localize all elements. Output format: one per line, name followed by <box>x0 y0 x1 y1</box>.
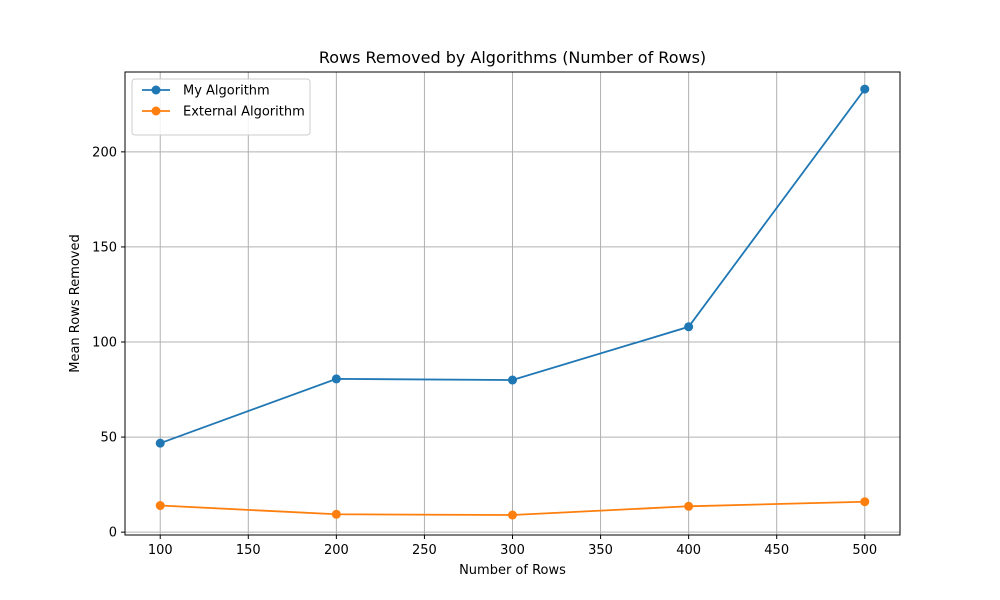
x-tick-label: 100 <box>148 543 173 558</box>
chart-title: Rows Removed by Algorithms (Number of Ro… <box>319 48 706 67</box>
y-tick-label: 100 <box>92 336 117 351</box>
y-axis: 0 50 100 150 200 <box>92 145 125 541</box>
series-2 <box>155 497 870 520</box>
y-tick-label: 150 <box>92 240 117 255</box>
x-axis-label: Number of Rows <box>459 563 566 578</box>
data-point <box>684 501 694 511</box>
data-point <box>155 501 165 511</box>
grid-lines <box>125 72 900 535</box>
data-point <box>155 438 165 448</box>
legend-label: External Algorithm <box>183 105 305 120</box>
data-point <box>508 375 517 385</box>
legend-marker <box>151 85 161 95</box>
data-point <box>860 84 870 94</box>
x-tick-label: 300 <box>500 543 525 558</box>
y-tick-label: 50 <box>100 431 117 446</box>
legend-item: External Algorithm <box>142 105 305 120</box>
legend-box <box>131 78 311 136</box>
x-axis: 100 150 200 250 300 350 400 450 500 <box>148 535 877 558</box>
legend-item: My Algorithm <box>142 84 270 99</box>
x-tick-label: 350 <box>588 543 613 558</box>
data-point <box>331 509 341 519</box>
data-point <box>684 322 694 332</box>
x-tick-label: 150 <box>236 543 261 558</box>
legend-marker <box>151 106 161 116</box>
x-tick-label: 250 <box>412 543 437 558</box>
y-axis-label: Mean Rows Removed <box>68 234 83 373</box>
series-layer <box>155 84 870 520</box>
x-tick-label: 200 <box>324 543 349 558</box>
data-point <box>860 497 870 507</box>
y-tick-label: 0 <box>109 526 117 541</box>
x-tick-label: 500 <box>852 543 877 558</box>
series-1 <box>155 84 870 448</box>
legend-label: My Algorithm <box>183 84 270 99</box>
y-tick-label: 200 <box>92 145 117 160</box>
x-tick-label: 450 <box>764 543 789 558</box>
x-tick-label: 400 <box>676 543 701 558</box>
legend: My Algorithm External Algorithm <box>131 78 311 136</box>
data-point <box>331 374 341 384</box>
data-point <box>508 510 517 520</box>
